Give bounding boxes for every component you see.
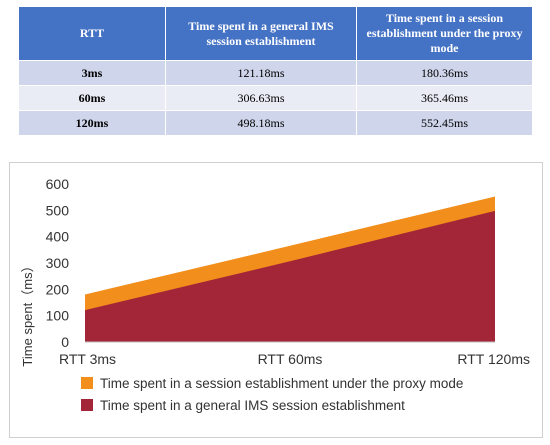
legend-label-1: Time spent in a session establishment un…	[100, 376, 463, 391]
table-row: 3ms 121.18ms 180.36ms	[18, 60, 533, 86]
legend-label-2: Time spent in a general IMS session esta…	[100, 398, 405, 413]
header-proxy-mode: Time spent in a session establishment un…	[356, 6, 533, 61]
cell-general: 121.18ms	[165, 60, 357, 86]
y-tick-label: 200	[46, 281, 70, 297]
header-general-ims: Time spent in a general IMS session esta…	[165, 6, 357, 61]
y-tick-label: 600	[46, 176, 70, 192]
y-tick-label: 300	[46, 255, 70, 271]
series-area-2	[85, 210, 495, 342]
cell-proxy: 552.45ms	[356, 110, 533, 136]
legend-swatch-2	[81, 399, 93, 411]
y-tick-label: 100	[46, 308, 70, 324]
cell-rtt: 3ms	[18, 60, 166, 86]
rtt-comparison-table: RTT Time spent in a general IMS session …	[18, 6, 533, 136]
y-tick-label: 400	[46, 229, 70, 245]
x-tick-label: RTT 120ms	[457, 351, 530, 367]
y-axis-title: Time spent（ms）	[20, 259, 35, 366]
x-tick-label: RTT 60ms	[258, 351, 323, 367]
x-tick-label: RTT 3ms	[59, 351, 116, 367]
cell-proxy: 180.36ms	[356, 60, 533, 86]
y-tick-label: 0	[61, 334, 69, 350]
cell-rtt: 60ms	[18, 85, 166, 111]
area-chart: 0 100 200 300 400 500 600 RTT 3ms RTT 60ms RTT 12…	[20, 176, 530, 413]
cell-general: 306.63ms	[165, 85, 357, 111]
header-rtt: RTT	[18, 6, 166, 61]
table-header-row: RTT Time spent in a general IMS session …	[18, 6, 533, 61]
y-tick-label: 500	[46, 202, 70, 218]
table-row: 60ms 306.63ms 365.46ms	[18, 85, 533, 111]
cell-proxy: 365.46ms	[356, 85, 533, 111]
legend-swatch-1	[81, 377, 93, 389]
cell-rtt: 120ms	[18, 110, 166, 136]
table-row: 120ms 498.18ms 552.45ms	[18, 110, 533, 136]
chart-frame: 0 100 200 300 400 500 600 RTT 3ms RTT 60ms RTT 12…	[9, 162, 543, 438]
cell-general: 498.18ms	[165, 110, 357, 136]
